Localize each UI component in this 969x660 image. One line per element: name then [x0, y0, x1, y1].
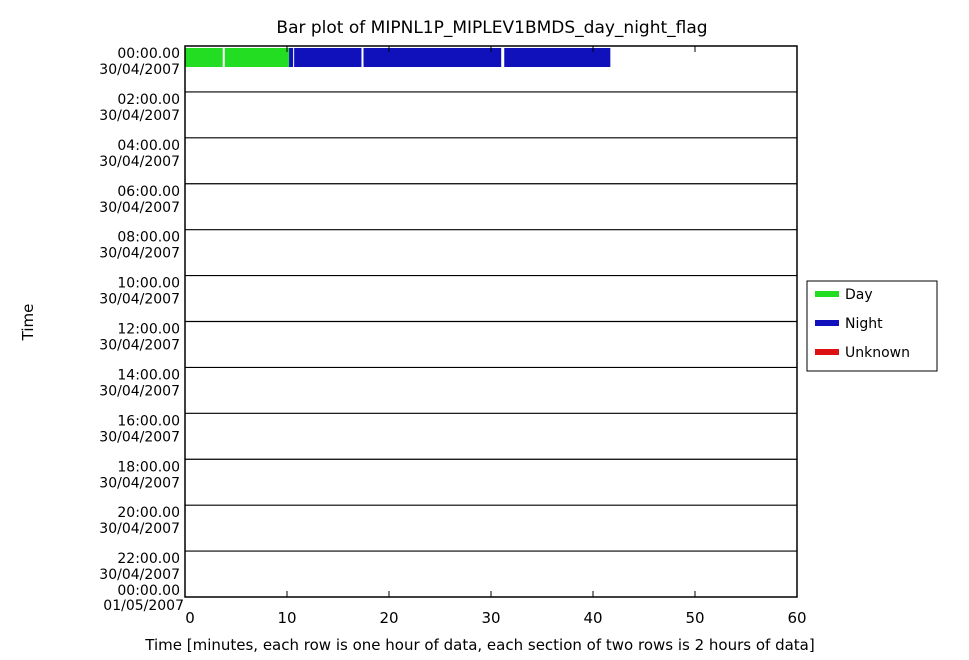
y-tick-date: 30/04/2007	[99, 108, 180, 124]
y-tick-time: 16:00.00	[117, 413, 180, 429]
bar-segment-day	[224, 48, 290, 67]
legend-label-unknown: Unknown	[845, 345, 910, 361]
y-tick-time: 22:00.00	[117, 551, 180, 567]
x-tick-label: 60	[787, 609, 806, 627]
x-tick-label: 30	[481, 609, 500, 627]
row-gridlines	[185, 91, 797, 552]
y-tick-time: 00:00.00	[117, 46, 180, 62]
y-tick-date: 30/04/2007	[99, 338, 180, 354]
bar-segment-day	[185, 48, 223, 67]
y-tick-time: 00:00.00	[117, 583, 180, 599]
y-tick-date: 30/04/2007	[99, 200, 180, 216]
y-axis-label: Time	[19, 304, 37, 342]
bar-segment-night	[294, 48, 362, 67]
y-tick-time: 10:00.00	[117, 276, 180, 292]
y-tick-time: 02:00.00	[117, 92, 180, 108]
y-tick-date: 30/04/2007	[99, 246, 180, 262]
bar-segment-night	[504, 48, 611, 67]
y-tick-date: 30/04/2007	[99, 521, 180, 537]
x-tick-label: 0	[185, 609, 195, 627]
y-tick-date: 30/04/2007	[99, 475, 180, 491]
y-tick-time: 08:00.00	[117, 230, 180, 246]
y-tick-date: 30/04/2007	[99, 292, 180, 308]
y-tick-date: 01/05/2007	[103, 598, 184, 614]
y-tick-time: 04:00.00	[117, 138, 180, 154]
x-tick-label: 40	[583, 609, 602, 627]
legend-label-night: Night	[845, 316, 883, 332]
chart-title: Bar plot of MIPNL1P_MIPLEV1BMDS_day_nigh…	[276, 18, 707, 38]
y-tick-time: 14:00.00	[117, 367, 180, 383]
y-tick-date: 30/04/2007	[99, 567, 180, 583]
x-axis-label: Time [minutes, each row is one hour of d…	[144, 636, 814, 654]
y-axis-ticks: 00:00.0030/04/200702:00.0030/04/200704:0…	[99, 46, 184, 614]
y-tick-date: 30/04/2007	[99, 154, 180, 170]
legend-swatch-day	[815, 291, 839, 297]
x-tick-label: 50	[685, 609, 704, 627]
y-tick-date: 30/04/2007	[99, 383, 180, 399]
legend-swatch-unknown	[815, 349, 839, 355]
y-tick-time: 20:00.00	[117, 505, 180, 521]
legend-label-day: Day	[845, 287, 873, 303]
y-tick-time: 06:00.00	[117, 184, 180, 200]
y-tick-date: 30/04/2007	[99, 429, 180, 445]
y-tick-time: 12:00.00	[117, 322, 180, 338]
x-tick-label: 20	[379, 609, 398, 627]
y-tick-date: 30/04/2007	[99, 62, 180, 78]
y-tick-time: 18:00.00	[117, 459, 180, 475]
x-tick-label: 10	[277, 609, 296, 627]
bar-segment-night	[289, 48, 294, 67]
bar-segment-night	[363, 48, 502, 67]
legend-swatch-night	[815, 320, 839, 326]
x-axis-ticks: 0 10 20 30 40 50 60	[184, 46, 807, 627]
bars	[185, 48, 611, 67]
legend: Day Night Unknown	[806, 280, 938, 372]
